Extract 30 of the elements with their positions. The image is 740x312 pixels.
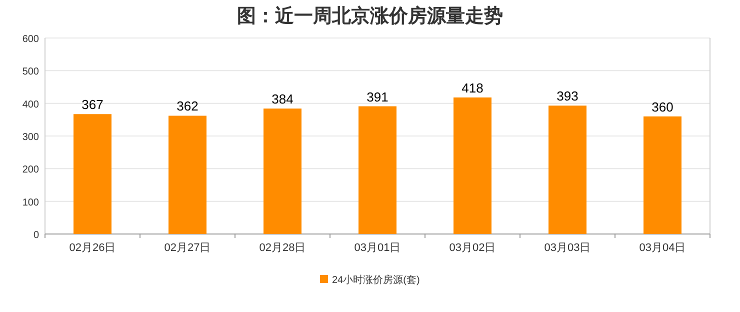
bar	[548, 106, 586, 234]
x-tick-label: 03月04日	[639, 242, 686, 254]
data-label: 393	[556, 88, 578, 104]
bar	[454, 97, 492, 234]
data-label: 384	[272, 92, 294, 107]
bar	[168, 116, 206, 234]
data-label: 391	[366, 89, 388, 104]
y-tick-label: 200	[22, 164, 40, 176]
data-label: 360	[652, 99, 674, 114]
y-tick-label: 500	[22, 66, 40, 78]
y-tick-label: 300	[22, 132, 40, 143]
x-tick-label: 03月02日	[449, 242, 496, 254]
y-tick-label: 400	[22, 99, 40, 110]
bar	[74, 114, 112, 234]
y-tick-label: 100	[22, 197, 40, 208]
data-label: 418	[462, 80, 484, 96]
bar	[358, 106, 396, 234]
legend-label: 24小时涨价房源(套)	[332, 274, 420, 286]
y-tick-label: 600	[22, 34, 40, 45]
bar	[264, 108, 302, 234]
chart-title: 图：近一周北京涨价房源量走势	[237, 5, 503, 27]
x-tick-label: 03月01日	[354, 242, 401, 254]
x-tick-label: 02月28日	[259, 242, 306, 254]
x-tick-label: 02月26日	[69, 242, 116, 254]
x-tick-label: 02月27日	[164, 242, 211, 254]
data-label: 367	[82, 97, 104, 112]
bar	[644, 116, 682, 234]
y-tick-label: 0	[33, 230, 40, 241]
x-tick-label: 03月03日	[544, 242, 591, 254]
data-label: 362	[176, 98, 198, 114]
